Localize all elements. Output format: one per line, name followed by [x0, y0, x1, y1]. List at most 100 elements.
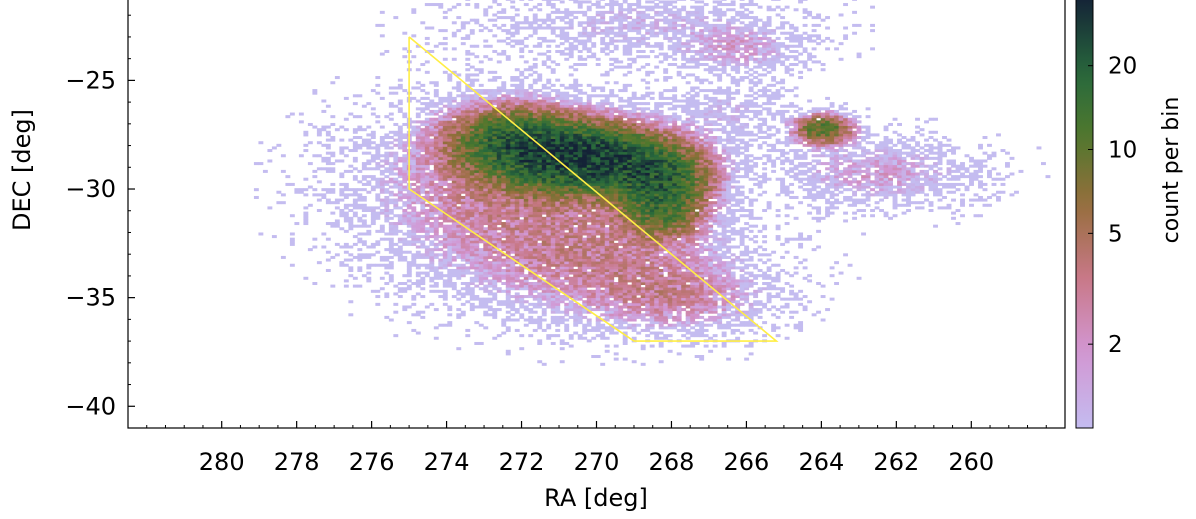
- heatmap-cell: [541, 104, 547, 108]
- heatmap-cell: [559, 240, 565, 244]
- heatmap-cell: [622, 336, 628, 340]
- heatmap-cell: [460, 146, 466, 150]
- heatmap-cell: [564, 141, 570, 145]
- heatmap-cell: [573, 122, 579, 126]
- heatmap-cell: [532, 190, 538, 194]
- heatmap-cell: [573, 279, 579, 283]
- heatmap-cell: [411, 224, 417, 228]
- heatmap-cell: [550, 195, 556, 199]
- heatmap-cell: [613, 289, 619, 293]
- heatmap-cell: [424, 222, 430, 226]
- heatmap-cell: [510, 318, 516, 322]
- heatmap-cell: [483, 136, 489, 140]
- heatmap-cell: [532, 250, 538, 254]
- heatmap-cell: [429, 279, 435, 283]
- heatmap-cell: [397, 172, 403, 176]
- heatmap-cell: [352, 188, 358, 192]
- heatmap-cell: [478, 128, 484, 132]
- heatmap-cell: [564, 47, 570, 51]
- heatmap-cell: [573, 149, 579, 153]
- heatmap-cell: [546, 305, 552, 309]
- heatmap-cell: [451, 70, 457, 74]
- heatmap-cell: [564, 287, 570, 291]
- heatmap-cell: [433, 172, 439, 176]
- heatmap-cell: [559, 130, 565, 134]
- heatmap-cell: [577, 235, 583, 239]
- heatmap-cell: [613, 352, 619, 356]
- heatmap-cell: [564, 117, 570, 121]
- heatmap-cell: [573, 232, 579, 236]
- heatmap-cell: [555, 263, 561, 267]
- heatmap-cell: [447, 130, 453, 134]
- heatmap-cell: [447, 245, 453, 249]
- heatmap-cell: [604, 318, 610, 322]
- heatmap-cell: [483, 112, 489, 116]
- heatmap-cell: [514, 310, 520, 314]
- heatmap-cell: [370, 154, 376, 158]
- heatmap-cell: [618, 141, 624, 145]
- heatmap-cell: [478, 185, 484, 189]
- heatmap-cell: [388, 104, 394, 108]
- heatmap-cell: [451, 112, 457, 116]
- heatmap-cell: [618, 295, 624, 299]
- heatmap-cell: [420, 222, 426, 226]
- heatmap-cell: [586, 193, 592, 197]
- heatmap-cell: [280, 169, 286, 173]
- heatmap-cell: [384, 159, 390, 163]
- heatmap-cell: [546, 263, 552, 267]
- heatmap-cell: [429, 151, 435, 155]
- heatmap-cell: [496, 156, 502, 160]
- heatmap-cell: [537, 318, 543, 322]
- heatmap-cell: [321, 156, 327, 160]
- heatmap-cell: [474, 198, 480, 202]
- heatmap-cell: [487, 235, 493, 239]
- heatmap-cell: [402, 255, 408, 259]
- heatmap-cell: [433, 326, 439, 330]
- heatmap-cell: [568, 149, 574, 153]
- heatmap-cell: [604, 344, 610, 348]
- heatmap-cell: [510, 219, 516, 223]
- heatmap-cell: [474, 96, 480, 100]
- heatmap-cell: [546, 250, 552, 254]
- heatmap-cell: [564, 180, 570, 184]
- heatmap-cell: [420, 107, 426, 111]
- heatmap-cell: [447, 209, 453, 213]
- heatmap-cell: [568, 102, 574, 106]
- heatmap-cell: [532, 146, 538, 150]
- heatmap-cell: [429, 109, 435, 113]
- heatmap-cell: [604, 211, 610, 215]
- heatmap-cell: [577, 297, 583, 301]
- heatmap-cell: [618, 60, 624, 64]
- heatmap-cell: [618, 122, 624, 126]
- heatmap-cell: [537, 295, 543, 299]
- heatmap-cell: [460, 96, 466, 100]
- heatmap-cell: [357, 284, 363, 288]
- heatmap-cell: [586, 284, 592, 288]
- heatmap-cell: [577, 10, 583, 14]
- heatmap-cell: [622, 357, 628, 361]
- heatmap-cell: [460, 258, 466, 262]
- heatmap-cell: [622, 266, 628, 270]
- heatmap-cell: [532, 143, 538, 147]
- heatmap-cell: [478, 125, 484, 129]
- heatmap-cell: [559, 206, 565, 210]
- heatmap-cell: [492, 209, 498, 213]
- heatmap-cell: [559, 109, 565, 113]
- heatmap-cell: [546, 107, 552, 111]
- heatmap-cell: [442, 141, 448, 145]
- heatmap-cell: [541, 86, 547, 90]
- heatmap-cell: [483, 167, 489, 171]
- heatmap-cell: [469, 190, 475, 194]
- heatmap-cell: [411, 237, 417, 241]
- heatmap-cell: [609, 107, 615, 111]
- heatmap-cell: [433, 169, 439, 173]
- heatmap-cell: [568, 240, 574, 244]
- heatmap-cell: [496, 263, 502, 267]
- heatmap-cell: [510, 26, 516, 30]
- heatmap-cell: [546, 182, 552, 186]
- heatmap-cell: [514, 182, 520, 186]
- heatmap-cell: [447, 211, 453, 215]
- heatmap-cell: [510, 203, 516, 207]
- heatmap-cell: [546, 248, 552, 252]
- heatmap-cell: [469, 292, 475, 296]
